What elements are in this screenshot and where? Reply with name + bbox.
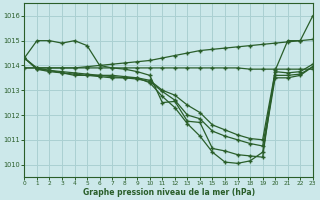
X-axis label: Graphe pression niveau de la mer (hPa): Graphe pression niveau de la mer (hPa) [83, 188, 255, 197]
